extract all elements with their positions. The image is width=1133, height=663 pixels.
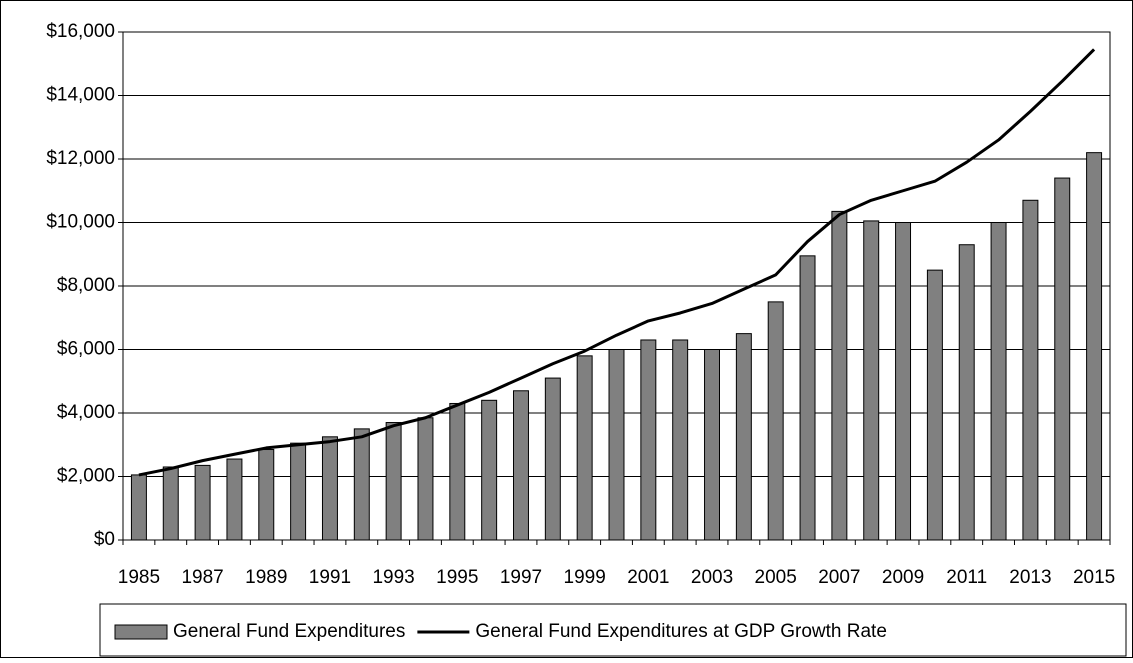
x-tick-label: 1999 <box>564 567 606 588</box>
y-tick-label: $14,000 <box>46 85 115 106</box>
x-tick-label: 1989 <box>245 567 287 588</box>
bar <box>385 422 402 541</box>
x-tick-label: 2003 <box>691 567 733 588</box>
x-tick-label: 1993 <box>372 567 414 588</box>
bar <box>544 377 561 541</box>
bar <box>990 222 1007 541</box>
bar <box>926 269 943 541</box>
y-tick-label: $0 <box>94 529 115 550</box>
x-tick-label: 1991 <box>309 567 351 588</box>
y-tick-label: $4,000 <box>57 402 115 423</box>
bar <box>513 390 529 541</box>
bar <box>863 220 880 541</box>
bar <box>449 402 466 541</box>
x-tick-label: 2001 <box>627 567 669 588</box>
x-tick-label: 1987 <box>181 567 223 588</box>
y-tick-label: $2,000 <box>57 466 115 487</box>
bar <box>162 466 179 541</box>
x-tick-label: 1995 <box>436 567 478 588</box>
bar <box>481 399 498 541</box>
bar <box>640 339 657 541</box>
bar <box>831 210 848 541</box>
line <box>138 48 1096 477</box>
y-tick-label: $6,000 <box>57 339 115 360</box>
bar <box>194 464 211 541</box>
bar <box>1086 152 1103 541</box>
bar <box>258 449 275 541</box>
legend-swatch <box>114 624 168 640</box>
x-tick-label: 1997 <box>500 567 542 588</box>
legend-label: General Fund Expenditures <box>173 621 405 642</box>
bar <box>290 442 307 541</box>
legend-box <box>99 603 1127 657</box>
y-tick-label: $10,000 <box>46 212 115 233</box>
x-tick-label: 2013 <box>1009 567 1051 588</box>
x-tick-label: 2007 <box>818 567 860 588</box>
x-tick-label: 2015 <box>1073 567 1115 588</box>
bar <box>226 458 243 541</box>
bar <box>704 349 720 541</box>
bar <box>576 355 593 541</box>
bar <box>417 417 434 541</box>
x-tick-label: 2009 <box>882 567 924 588</box>
bar <box>799 255 816 541</box>
y-tick-label: $16,000 <box>46 21 115 42</box>
bar <box>672 339 689 541</box>
bar <box>1054 177 1071 541</box>
x-tick-label: 2005 <box>755 567 797 588</box>
bar <box>608 349 625 541</box>
bar <box>130 474 147 541</box>
y-tick-label: $8,000 <box>57 275 115 296</box>
legend-label: General Fund Expenditures at GDP Growth … <box>475 621 887 642</box>
bar <box>353 428 370 541</box>
bar <box>958 244 975 541</box>
y-tick-label: $12,000 <box>46 148 115 169</box>
bar <box>321 436 338 541</box>
x-tick-label: 2011 <box>946 567 987 588</box>
bar <box>735 333 752 541</box>
bar <box>1022 199 1039 541</box>
x-tick-label: 1985 <box>118 567 160 588</box>
bar <box>895 222 912 541</box>
bar <box>767 301 784 541</box>
